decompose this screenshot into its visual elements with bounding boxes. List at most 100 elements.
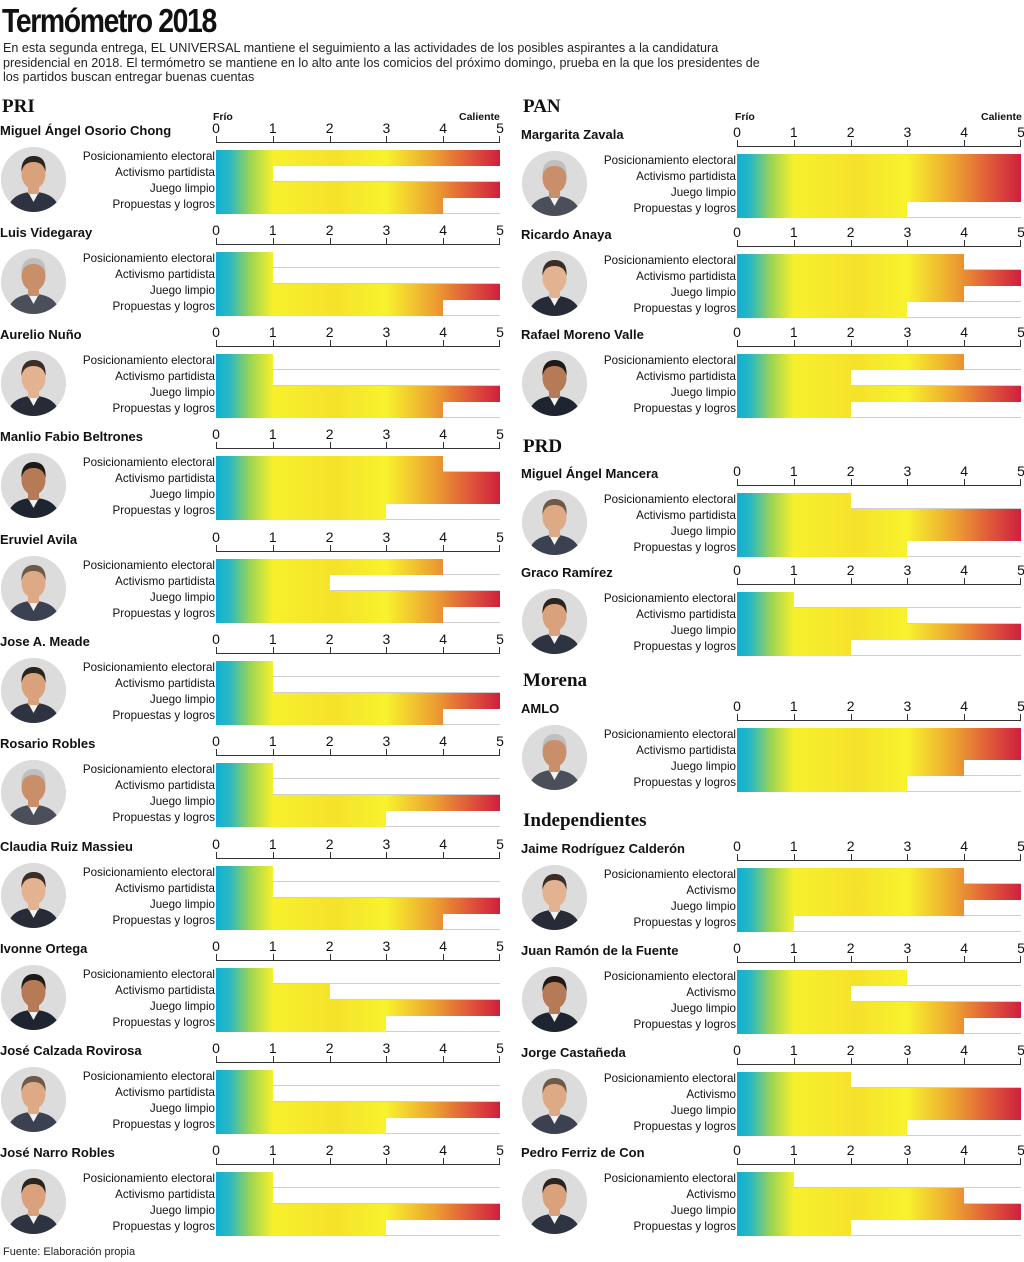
axis-line (216, 858, 500, 859)
axis-tick-label: 0 (212, 426, 220, 442)
axis-tick-label: 5 (496, 836, 504, 852)
axis-tick (907, 240, 909, 246)
axis-line (737, 860, 1021, 861)
page-title: Termómetro 2018 (2, 2, 217, 39)
axis-tick (386, 1056, 388, 1062)
axis-tick-label: 3 (903, 1042, 912, 1058)
row-divider (737, 607, 1021, 608)
axis-tick (793, 854, 795, 860)
axis-tick-label: 1 (789, 838, 798, 854)
category-label: Activismo partidista (115, 575, 215, 588)
category-label: Posicionamiento electoral (603, 493, 736, 506)
axis-tick (737, 714, 738, 720)
bar-juego-limpio (216, 1000, 500, 1016)
category-label: Propuestas y logros (633, 402, 736, 415)
axis-tick (907, 578, 909, 584)
axis-tick-label: 5 (496, 120, 504, 136)
bar-propuestas-y-logros (216, 607, 444, 623)
bar-posicionamiento-electoral (737, 354, 965, 370)
axis-tick-label: 5 (1017, 562, 1024, 578)
bar-activismo-partidista (216, 882, 273, 898)
category-label: Juego limpio (670, 900, 736, 913)
bar-activismo-partidista (216, 779, 273, 795)
bar-propuestas-y-logros (737, 541, 908, 557)
bar-propuestas-y-logros (216, 504, 387, 520)
axis-tick-label: 0 (733, 562, 741, 578)
axis-tick (386, 1158, 388, 1164)
axis-tick-label: 1 (789, 1042, 798, 1058)
axis-tick-label: 2 (846, 463, 855, 479)
party-heading-independientes: Independientes (523, 810, 647, 831)
axis-tick-label: 4 (960, 224, 969, 240)
axis-line (216, 142, 500, 143)
bar-propuestas-y-logros (737, 1120, 908, 1136)
axis-tick (964, 1058, 966, 1064)
bar-activismo-partidista (737, 608, 908, 624)
candidate-photo (1, 453, 66, 518)
bar-propuestas-y-logros (216, 198, 444, 214)
axis-tick-label: 4 (439, 836, 448, 852)
candidate-panel-miguel-angel-osorio-chong: Miguel Ángel Osorio Chong 0 1 2 3 4 5 Posiciona… (0, 120, 504, 214)
axis-tick (329, 238, 331, 244)
candidate-name: Ivonne Ortega (0, 941, 88, 956)
candidate-panel-graco-ramirez: Graco Ramírez 0 1 2 3 4 5 Posicionamiento elect… (521, 562, 1024, 656)
category-label: Activismo partidista (115, 1188, 215, 1201)
axis-tick (907, 140, 909, 146)
axis-tick-label: 4 (439, 324, 448, 340)
bar-propuestas-y-logros (737, 302, 908, 318)
axis-tick (907, 1158, 909, 1164)
axis-tick-label: 3 (382, 529, 391, 545)
axis-tick (793, 578, 795, 584)
axis-tick-label: 1 (789, 1142, 798, 1158)
bar-activismo-partidista (216, 1188, 273, 1204)
category-label: Activismo partidista (115, 984, 215, 997)
category-label: Activismo partidista (115, 677, 215, 690)
axis-tick (272, 136, 274, 142)
axis-tick (793, 1158, 795, 1164)
axis-tick (386, 647, 388, 653)
bar-propuestas-y-logros (216, 300, 444, 316)
category-label: Propuestas y logros (633, 541, 736, 554)
category-label: Propuestas y logros (112, 811, 215, 824)
row-divider (216, 369, 500, 370)
axis-line (737, 962, 1021, 963)
axis-tick-label: 3 (382, 733, 391, 749)
axis-tick (850, 240, 852, 246)
category-label: Posicionamiento electoral (82, 456, 215, 469)
axis-tick-label: 3 (382, 836, 391, 852)
bar-propuestas-y-logros (737, 640, 851, 656)
row-divider (737, 655, 1021, 656)
bar-juego-limpio (216, 1102, 500, 1118)
axis-tick-label: 5 (496, 938, 504, 954)
axis-tick-label: 0 (733, 940, 741, 956)
candidate-photo (1, 1169, 66, 1234)
axis-tick-label: 2 (846, 224, 855, 240)
axis-tick (272, 647, 274, 653)
bar-activismo (737, 986, 851, 1002)
axis-tick (793, 340, 795, 346)
axis-tick (907, 479, 909, 485)
axis-tick-label: 3 (903, 838, 912, 854)
category-label: Posicionamiento electoral (82, 866, 215, 879)
axis-tick (850, 1158, 852, 1164)
axis-tick (907, 1058, 909, 1064)
axis-tick (216, 749, 217, 755)
bar-juego-limpio (216, 898, 500, 914)
row-divider (737, 385, 1021, 386)
axis-tick-label: 3 (382, 324, 391, 340)
category-label: Posicionamiento electoral (82, 661, 215, 674)
bar-propuestas-y-logros (737, 402, 851, 418)
axis-tick (737, 140, 738, 146)
axis-tick (737, 578, 738, 584)
axis-tick-label: 2 (325, 938, 334, 954)
candidate-name: Eruviel Avila (0, 532, 78, 547)
candidate-name: Graco Ramírez (521, 565, 613, 580)
candidate-name: Luis Videgaray (0, 225, 93, 240)
axis-tick (443, 1056, 445, 1062)
candidate-name: José Calzada Rovirosa (0, 1043, 142, 1058)
axis-tick (443, 545, 445, 551)
axis-tick (443, 1158, 445, 1164)
axis-tick-label: 4 (439, 1040, 448, 1056)
candidate-name: Jorge Castañeda (521, 1045, 626, 1060)
bar-posicionamiento-electoral (737, 1172, 794, 1188)
